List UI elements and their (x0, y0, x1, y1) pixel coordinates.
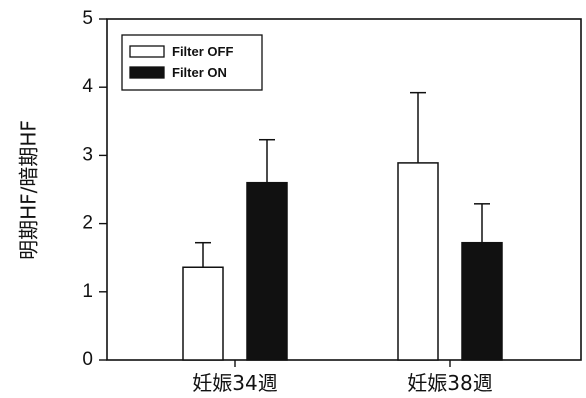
legend-box (121, 34, 263, 91)
y-tick-label-1: 1 (82, 281, 93, 302)
y-axis-ticks: 0 1 2 3 4 5 (82, 8, 107, 370)
legend-swatch-filter-on (129, 66, 165, 79)
y-tick-label-3: 3 (82, 144, 93, 165)
legend: Filter OFF Filter ON (121, 34, 263, 91)
bar-filter-on-1 (461, 241, 503, 361)
bar-filter-off-0 (182, 266, 224, 361)
bar-filter-off-1 (397, 162, 439, 361)
x-axis-categories: 妊娠34週 妊娠38週 (192, 360, 493, 395)
bar-filter-on-0 (246, 181, 288, 361)
x-category-label-0: 妊娠34週 (192, 371, 277, 395)
bars (182, 162, 503, 361)
y-tick-label-2: 2 (82, 213, 93, 234)
y-tick-label-4: 4 (82, 76, 93, 97)
legend-swatch-filter-off (129, 45, 165, 58)
y-tick-label-5: 5 (82, 8, 93, 29)
legend-label-filter-on: Filter ON (172, 65, 227, 80)
legend-label-filter-off: Filter OFF (172, 44, 233, 59)
plot-frame (106, 18, 582, 361)
y-axis-label: 明期HF/暗期HF (17, 120, 41, 260)
y-tick-label-0: 0 (82, 349, 93, 370)
error-bars (195, 91, 490, 268)
x-category-label-1: 妊娠38週 (407, 371, 492, 395)
